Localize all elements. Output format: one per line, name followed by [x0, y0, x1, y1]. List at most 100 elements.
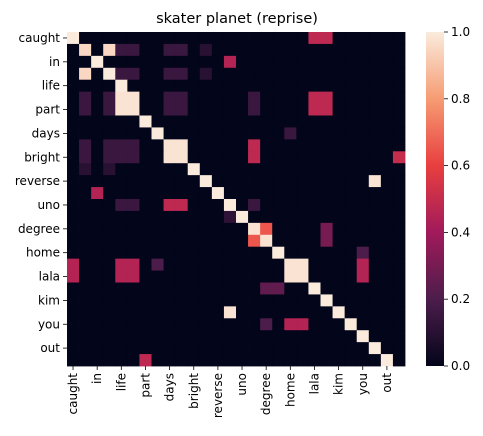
heatmap-cell	[151, 270, 164, 283]
heatmap-cell	[211, 222, 225, 236]
heatmap-cell	[187, 91, 201, 104]
heatmap-cell	[260, 210, 273, 224]
heatmap-cell	[139, 258, 152, 271]
heatmap-cell	[284, 127, 297, 140]
heatmap-cell	[344, 55, 358, 69]
heatmap-cell	[260, 234, 273, 248]
heatmap-cell	[368, 294, 382, 307]
heatmap-cell	[380, 67, 394, 81]
heatmap-cell	[175, 43, 189, 57]
heatmap-cell	[115, 67, 128, 81]
heatmap-cell	[248, 115, 261, 128]
heatmap-cell	[91, 270, 104, 283]
heatmap-cell	[163, 318, 177, 331]
heatmap-cell	[320, 318, 333, 331]
heatmap-cell	[296, 294, 309, 307]
heatmap-cell	[127, 103, 140, 116]
heatmap-cell	[356, 354, 370, 367]
heatmap-cell	[260, 354, 273, 367]
heatmap-cell	[223, 294, 237, 307]
heatmap-cell	[103, 32, 116, 45]
heatmap-cell	[139, 43, 152, 57]
heatmap-cell	[79, 294, 92, 307]
heatmap-cell	[356, 43, 370, 57]
heatmap-cell	[127, 79, 140, 93]
heatmap-cell	[332, 127, 346, 140]
heatmap-cell	[151, 151, 164, 164]
heatmap-cell	[175, 115, 189, 128]
heatmap-cell	[211, 103, 225, 116]
heatmap-cell	[127, 67, 140, 81]
heatmap-cell	[163, 139, 177, 152]
heatmap-cell	[103, 139, 116, 152]
heatmap-cell	[103, 187, 116, 200]
heatmap-cell	[296, 79, 309, 93]
heatmap-cell	[223, 342, 237, 355]
heatmap-cell	[151, 210, 164, 224]
heatmap-cell	[187, 187, 201, 200]
heatmap-cell	[320, 79, 333, 93]
heatmap-cell	[163, 127, 177, 140]
heatmap-cell	[175, 330, 189, 343]
heatmap-cell	[163, 187, 177, 200]
heatmap-cell	[308, 342, 321, 355]
heatmap-cell	[344, 103, 358, 116]
heatmap-cell	[368, 246, 382, 260]
heatmap-cell	[103, 163, 116, 176]
heatmap-cell	[380, 103, 394, 116]
column-tick-label: part	[138, 373, 152, 398]
heatmap-cell	[332, 67, 346, 81]
heatmap-cell	[67, 270, 80, 283]
heatmap-cell	[320, 222, 333, 236]
heatmap-cell	[91, 187, 104, 200]
heatmap-cell	[308, 258, 321, 271]
heatmap-cell	[187, 354, 201, 367]
heatmap-cell	[332, 306, 346, 319]
heatmap-cell	[272, 139, 285, 152]
heatmap-cell	[67, 163, 80, 176]
heatmap-cell	[139, 354, 152, 367]
colorbar-tick-label: 0.8	[451, 92, 470, 106]
heatmap-cell	[211, 270, 225, 283]
heatmap-cell	[392, 115, 406, 128]
heatmap-cell	[332, 330, 346, 343]
heatmap-cell	[163, 79, 177, 93]
heatmap-cell	[103, 67, 116, 81]
heatmap-cell	[344, 115, 358, 128]
heatmap-cell	[392, 330, 406, 343]
heatmap-cell	[211, 246, 225, 260]
heatmap-cell	[151, 282, 164, 295]
heatmap-cell	[356, 115, 370, 128]
heatmap-cell	[236, 139, 249, 152]
heatmap-cell	[284, 91, 297, 104]
heatmap-cell	[151, 43, 164, 57]
heatmap-cell	[236, 175, 249, 188]
heatmap-cell	[115, 234, 128, 248]
heatmap-cell	[91, 55, 104, 69]
heatmap-cell	[308, 163, 321, 176]
heatmap-cell	[392, 342, 406, 355]
heatmap-cell	[344, 43, 358, 57]
heatmap-cell	[91, 163, 104, 176]
heatmap-cell	[284, 210, 297, 224]
heatmap-cell	[79, 43, 92, 57]
heatmap-cell	[163, 91, 177, 104]
heatmap-cell	[356, 282, 370, 295]
heatmap-cell	[151, 258, 164, 271]
heatmap-cell	[103, 306, 116, 319]
heatmap-cell	[211, 354, 225, 367]
heatmap-cell	[91, 330, 104, 343]
heatmap-cell	[79, 103, 92, 116]
heatmap-cell	[296, 103, 309, 116]
heatmap-cell	[175, 354, 189, 367]
heatmap-cell	[332, 318, 346, 331]
heatmap-cell	[151, 246, 164, 260]
heatmap-cell	[199, 79, 213, 93]
heatmap-cell	[392, 91, 406, 104]
heatmap-cell	[380, 318, 394, 331]
heatmap-cell	[248, 55, 261, 69]
heatmap-cell	[91, 139, 104, 152]
heatmap-cell	[163, 234, 177, 248]
heatmap-cell	[272, 175, 285, 188]
heatmap-cell	[392, 210, 406, 224]
